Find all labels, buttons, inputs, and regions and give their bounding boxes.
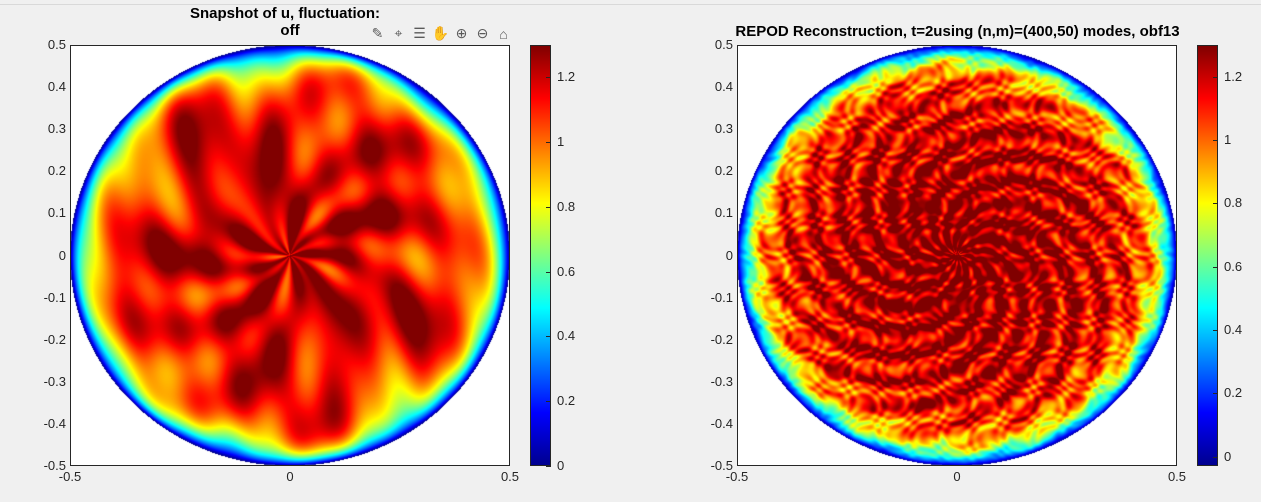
zoom-out-icon[interactable]: ⊖ (476, 25, 489, 41)
colorbar-tick-mark (1213, 76, 1218, 78)
x-tick-label: 0 (953, 469, 961, 484)
plot-title-left-line2: off (280, 22, 300, 39)
axes-toolbar: ✎ ⌖ ☰ ✋ ⊕ ⊖ ⌂ (368, 24, 513, 43)
brush-icon[interactable]: ✎ (371, 25, 384, 41)
y-tick-label: -0.5 (710, 458, 733, 473)
x-tick-label: 0.5 (1167, 469, 1187, 484)
home-icon[interactable]: ⌂ (499, 25, 508, 42)
colorbar-tick-label: 0 (1224, 448, 1232, 464)
colorbar-tick-label: 0.2 (1224, 385, 1243, 401)
colorbar-tick-mark (546, 142, 551, 144)
x-tick-label: -0.5 (58, 469, 82, 484)
colorbar-tick-mark (546, 77, 551, 79)
colorbar-tick-mark (546, 271, 551, 273)
y-tick-label: -0.2 (710, 331, 733, 347)
y-tick-label: -0.3 (43, 373, 66, 389)
colorbar-tick-mark (546, 401, 551, 403)
plot-axes-left[interactable] (70, 45, 510, 466)
y-tick-label: 0.3 (47, 121, 66, 137)
x-tick-label: 0 (286, 469, 294, 484)
colorbar-tick-label: 1.2 (557, 69, 576, 85)
y-tick-label: -0.1 (43, 289, 66, 305)
colorbar-tick-mark (546, 466, 551, 467)
legend-icon[interactable]: ☰ (413, 25, 426, 41)
x-tick-label: 0.5 (500, 469, 520, 484)
colorbar-tick-mark (546, 206, 551, 208)
y-tick-label: 0.5 (47, 37, 66, 52)
colorbar-tick-label: 0.4 (557, 328, 576, 344)
y-tick-label: 0.4 (714, 79, 733, 95)
colorbar-tick-mark (1213, 266, 1218, 268)
velocity-field-heatmap-left (70, 45, 510, 466)
velocity-field-heatmap-right (737, 45, 1177, 466)
y-tick-label: 0.3 (714, 121, 733, 137)
x-tick-label: -0.5 (725, 469, 749, 484)
y-tick-label: -0.2 (43, 331, 66, 347)
colorbar-tick-label: 1.2 (1224, 68, 1243, 84)
colorbar-tick-mark (1213, 393, 1218, 395)
pan-hand-icon[interactable]: ✋ (431, 25, 450, 41)
window-top-border (0, 4, 1261, 5)
y-tick-label: 0.1 (714, 205, 733, 221)
colorbar-tick-label: 0.2 (557, 393, 576, 409)
y-tick-label: -0.4 (710, 415, 733, 431)
y-tick-label: -0.1 (710, 289, 733, 305)
colorbar-tick-label: 0.6 (557, 263, 576, 279)
y-tick-label: 0.5 (714, 37, 733, 52)
colorbar-left[interactable] (530, 45, 551, 466)
colorbar-tick-label: 1 (1224, 131, 1232, 147)
plot-title-right: REPOD Reconstruction, t=2using (n,m)=(40… (735, 23, 1180, 40)
colorbar-tick-label: 0 (557, 458, 565, 473)
y-tick-label: 0.2 (47, 163, 66, 179)
y-tick-label: -0.4 (43, 415, 66, 431)
colorbar-tick-mark (1213, 456, 1218, 458)
y-tick-label: 0.1 (47, 205, 66, 221)
y-tick-label: -0.3 (710, 373, 733, 389)
plot-panel-left: Snapshot of u, fluctuation: off ✎ ⌖ ☰ ✋ … (0, 0, 620, 502)
zoom-in-icon[interactable]: ⊕ (455, 25, 468, 41)
colorbar-tick-mark (546, 336, 551, 338)
colorbar-tick-label: 0.4 (1224, 321, 1243, 337)
colorbar-tick-label: 1 (557, 134, 565, 150)
colorbar-tick-mark (1213, 203, 1218, 205)
colorbar-tick-label: 0.6 (1224, 258, 1243, 274)
colorbar-tick-label: 0.8 (1224, 195, 1243, 211)
y-tick-label: 0.2 (714, 163, 733, 179)
colorbar-right[interactable] (1197, 45, 1218, 466)
colorbar-tick-mark (1213, 329, 1218, 331)
plot-title-left-line1: Snapshot of u, fluctuation: (190, 5, 380, 22)
colorbar-tick-mark (1213, 139, 1218, 141)
y-tick-label: -0.5 (43, 458, 66, 473)
y-tick-label: 0.4 (47, 79, 66, 95)
colorbar-tick-label: 0.8 (557, 198, 576, 214)
y-tick-label: 0 (725, 247, 733, 263)
y-tick-label: 0 (58, 247, 66, 263)
plot-axes-right[interactable] (737, 45, 1177, 466)
data-tip-icon[interactable]: ⌖ (394, 25, 403, 41)
